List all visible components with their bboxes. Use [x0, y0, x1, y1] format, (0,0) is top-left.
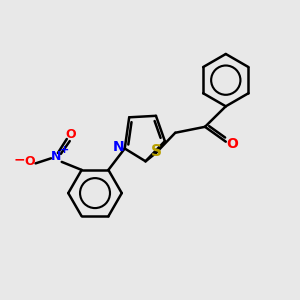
- Text: −: −: [14, 153, 25, 167]
- Text: +: +: [60, 145, 69, 155]
- Text: O: O: [65, 128, 76, 141]
- Text: N: N: [112, 140, 124, 154]
- Text: O: O: [24, 155, 35, 168]
- Text: S: S: [150, 144, 161, 159]
- Text: N: N: [51, 150, 62, 163]
- Text: O: O: [226, 137, 238, 151]
